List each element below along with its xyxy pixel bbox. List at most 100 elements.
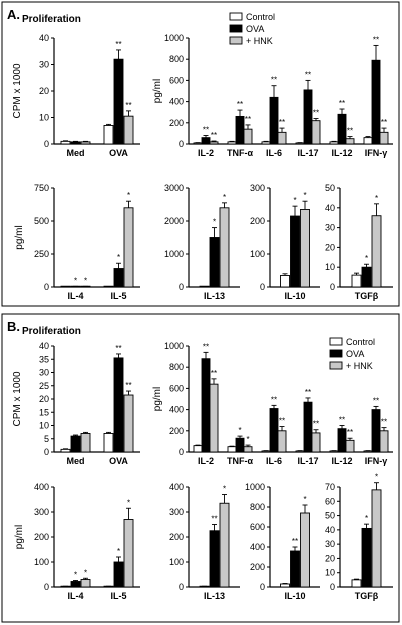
legend-label: OVA: [246, 24, 264, 34]
y-tick-label: 20: [39, 86, 49, 96]
y-tick-label: 800: [169, 362, 184, 372]
significance-label: **: [347, 127, 353, 136]
x-tick-label: IL-2: [198, 148, 214, 158]
x-tick-label: Med: [67, 148, 85, 158]
significance-label: *: [303, 191, 306, 200]
x-tick-label: TGFβ: [355, 591, 379, 601]
bar: [303, 401, 313, 453]
bar: [311, 120, 321, 145]
significance-label: **: [381, 118, 387, 127]
y-tick-label: 0: [179, 447, 184, 457]
x-tick-label: IL-12: [331, 148, 352, 158]
y-tick-label: 10: [325, 262, 335, 272]
bar: [290, 550, 300, 588]
y-axis-label: pg/ml: [14, 525, 25, 549]
significance-label: **: [279, 417, 285, 426]
chart-5: 0 100 200 300 * * IL-10: [250, 183, 320, 301]
y-tick-label: 200: [169, 118, 184, 128]
x-tick-label: IL-13: [204, 591, 225, 601]
significance-label: **: [245, 115, 251, 124]
chart-9: pg/ml 0 100 200 300 400 * * IL-4 * * IL-5: [14, 482, 140, 601]
legend-swatch: [329, 337, 343, 346]
y-tick-label: 30: [39, 368, 49, 378]
bar: [337, 113, 347, 145]
significance-label: **: [211, 369, 217, 378]
y-tick-label: 200: [34, 532, 49, 542]
chart-title: Proliferation: [22, 14, 81, 25]
legend-label: + HNK: [346, 361, 373, 371]
y-tick-label: 5: [44, 434, 49, 444]
legend-swatch: [329, 361, 343, 370]
y-tick-label: 600: [169, 75, 184, 85]
y-tick-label: 0: [330, 582, 335, 592]
chart-12: 0 10 20 30 40 50 60 70 * * TGFβ: [325, 473, 393, 601]
significance-label: **: [373, 396, 379, 405]
y-axis-label: pg/ml: [14, 225, 25, 249]
y-tick-label: 100: [34, 557, 49, 567]
x-tick-label: IL-4: [67, 291, 83, 301]
significance-label: *: [303, 495, 306, 504]
bar: [351, 274, 362, 288]
significance-label: **: [271, 76, 277, 85]
y-tick-label: 0: [44, 139, 49, 149]
bar: [277, 131, 287, 145]
panel-b-label: B.: [7, 319, 20, 334]
y-tick-label: 800: [250, 502, 265, 512]
x-tick-label: IL-5: [110, 591, 126, 601]
significance-label: **: [115, 40, 121, 49]
y-axis-label: CPM x 1000: [12, 63, 23, 118]
bar: [209, 141, 219, 145]
bar: [345, 439, 355, 453]
significance-label: **: [313, 420, 319, 429]
significance-label: *: [127, 498, 130, 507]
bar: [113, 561, 124, 588]
y-tick-label: 0: [179, 282, 184, 292]
bar: [209, 530, 220, 588]
y-tick-label: 2000: [164, 216, 184, 226]
legend-label: Control: [346, 337, 375, 347]
bar: [209, 237, 220, 288]
y-tick-label: 25: [39, 381, 49, 391]
legend-swatch: [229, 12, 243, 21]
y-axis-label: CPM x 1000: [12, 371, 23, 426]
bar: [201, 137, 211, 145]
significance-label: *: [365, 254, 368, 263]
y-tick-label: 300: [34, 507, 49, 517]
significance-label: **: [271, 395, 277, 404]
y-tick-label: 400: [169, 405, 184, 415]
significance-label: **: [339, 416, 345, 425]
chart-6: 0 10 20 30 40 50 * * TGFβ: [325, 183, 393, 301]
y-tick-label: 20: [325, 242, 335, 252]
x-tick-label: TNF-α: [227, 456, 253, 466]
legend-swatch: [229, 36, 243, 45]
bar: [123, 519, 134, 588]
significance-label: **: [203, 342, 209, 351]
bar: [261, 141, 271, 145]
y-tick-label: 40: [325, 525, 335, 535]
bar: [300, 208, 310, 288]
bar: [70, 141, 81, 145]
legend-label: Control: [246, 12, 275, 22]
y-tick-label: 15: [39, 407, 49, 417]
x-tick-label: IL-13: [204, 291, 225, 301]
x-tick-label: IL-10: [284, 591, 305, 601]
significance-label: **: [305, 388, 311, 397]
bar: [219, 207, 230, 288]
bar: [329, 141, 339, 145]
bar: [371, 409, 381, 453]
y-tick-label: 0: [260, 582, 265, 592]
significance-label: *: [223, 193, 226, 202]
significance-label: **: [339, 99, 345, 108]
x-tick-label: IL-17: [297, 148, 318, 158]
y-tick-label: 250: [34, 249, 49, 259]
bar: [123, 394, 134, 453]
chart-1: Proliferation CPM x 1000 0 10 20 30 40 Med ** ** O…: [12, 14, 140, 158]
chart-title: Proliferation: [22, 326, 81, 337]
significance-label: *: [84, 568, 87, 577]
y-tick-label: 40: [39, 33, 49, 43]
y-tick-label: 200: [169, 426, 184, 436]
bar: [209, 383, 219, 453]
significance-label: *: [365, 514, 368, 523]
